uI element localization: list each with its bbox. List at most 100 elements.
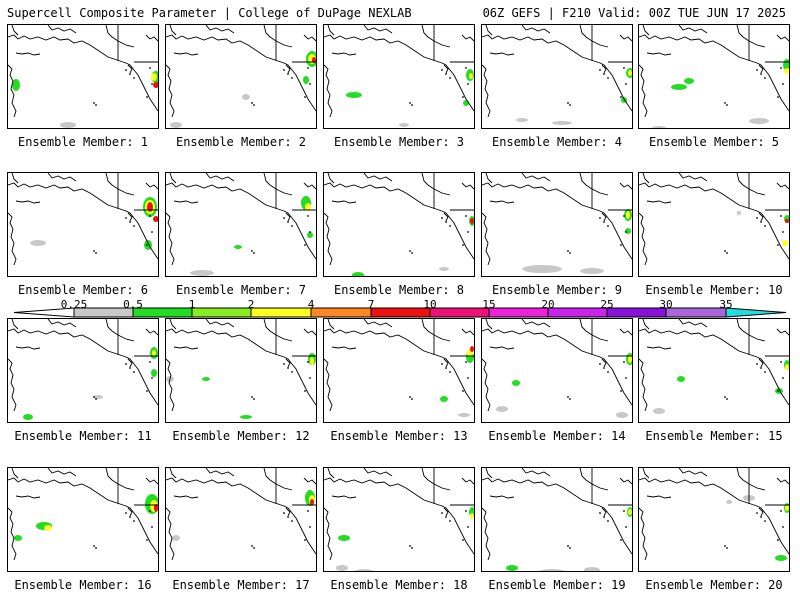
island [607, 77, 609, 79]
island [287, 516, 289, 518]
coastline [482, 358, 491, 412]
scale-tick-label: 35 [719, 298, 733, 311]
island [409, 250, 411, 252]
scp-contour-fill [653, 408, 665, 414]
coastline [579, 25, 609, 48]
island [599, 69, 601, 71]
coastline [205, 173, 235, 182]
coastline [127, 64, 133, 74]
island [287, 73, 289, 75]
island [603, 367, 605, 369]
coastline [285, 212, 291, 222]
coastline [105, 319, 135, 342]
scp-contour-fill [153, 216, 158, 222]
island [569, 547, 571, 549]
scp-contour-fill [399, 123, 409, 127]
island [253, 547, 255, 549]
ensemble-map-panel [323, 172, 475, 277]
pacific-north-america-map [166, 468, 316, 561]
island [133, 371, 135, 373]
coastline [619, 477, 632, 485]
scp-contour-fill [23, 414, 33, 420]
island [133, 520, 135, 522]
island [449, 225, 451, 227]
scp-contour-fill [44, 525, 52, 531]
island [291, 225, 293, 227]
island [599, 512, 601, 514]
coastline [363, 319, 393, 328]
island [283, 512, 285, 514]
ensemble-map-panel [481, 24, 633, 129]
island [780, 510, 782, 512]
coastline [485, 25, 493, 36]
coastline [461, 182, 474, 190]
ensemble-member-label: Ensemble Member: 7 [175, 283, 307, 297]
coastline [145, 34, 158, 42]
scale-tick-label: 20 [541, 298, 555, 311]
coastline [489, 495, 515, 499]
coastline [145, 477, 158, 485]
scp-contour-fill [775, 555, 787, 561]
scp-contour-fill [626, 211, 630, 219]
scp-contour-fill [684, 78, 694, 84]
coastline [482, 182, 632, 260]
coastline [758, 358, 764, 368]
scp-contour-fill [354, 569, 374, 571]
coastline [303, 182, 316, 190]
scp-contour-fill [628, 355, 632, 363]
scp-contour-fill [512, 380, 520, 386]
coastline [601, 64, 607, 74]
island [603, 73, 605, 75]
coastline [263, 319, 293, 342]
island [129, 73, 131, 75]
pacific-north-america-map [8, 173, 158, 266]
scp-contour-fill [782, 240, 788, 246]
island [449, 77, 451, 79]
island [567, 396, 569, 398]
scp-contour-fill [310, 357, 314, 365]
coastline [521, 25, 551, 34]
island [149, 215, 151, 217]
scp-contour-fill [785, 364, 789, 370]
island [149, 361, 151, 363]
scp-contour-fill [677, 376, 685, 382]
coastline [619, 328, 632, 336]
ensemble-member-label: Ensemble Member: 17 [172, 578, 310, 592]
island [623, 510, 625, 512]
coastline [639, 358, 648, 412]
island [129, 221, 131, 223]
coastline [678, 173, 708, 182]
scp-contour-fill [628, 70, 632, 76]
island [151, 526, 153, 528]
scp-contour-fill [785, 219, 789, 223]
scp-contour-fill [153, 82, 158, 88]
pacific-north-america-map [166, 319, 316, 419]
ensemble-member-label: Ensemble Member: 14 [488, 429, 626, 443]
island [603, 516, 605, 518]
coastline [443, 212, 449, 222]
pacific-north-america-map [639, 173, 789, 266]
island [764, 371, 766, 373]
island [291, 371, 293, 373]
island [95, 252, 97, 254]
coastline [363, 468, 393, 477]
coastline [324, 477, 474, 555]
coastline [285, 64, 291, 74]
coastline [601, 358, 607, 368]
coastline [166, 507, 175, 561]
ensemble-member-label: Ensemble Member: 5 [648, 135, 780, 149]
island [149, 510, 151, 512]
coastline [619, 34, 632, 42]
scale-tick-label: 10 [423, 298, 437, 311]
island [151, 377, 153, 379]
pacific-north-america-map [166, 173, 316, 276]
island [253, 398, 255, 400]
island [569, 398, 571, 400]
coastline [285, 358, 291, 368]
island [411, 398, 413, 400]
scp-contour-fill [60, 122, 76, 128]
island [283, 217, 285, 219]
island [307, 67, 309, 69]
island [620, 390, 622, 392]
pacific-north-america-map [8, 319, 158, 420]
